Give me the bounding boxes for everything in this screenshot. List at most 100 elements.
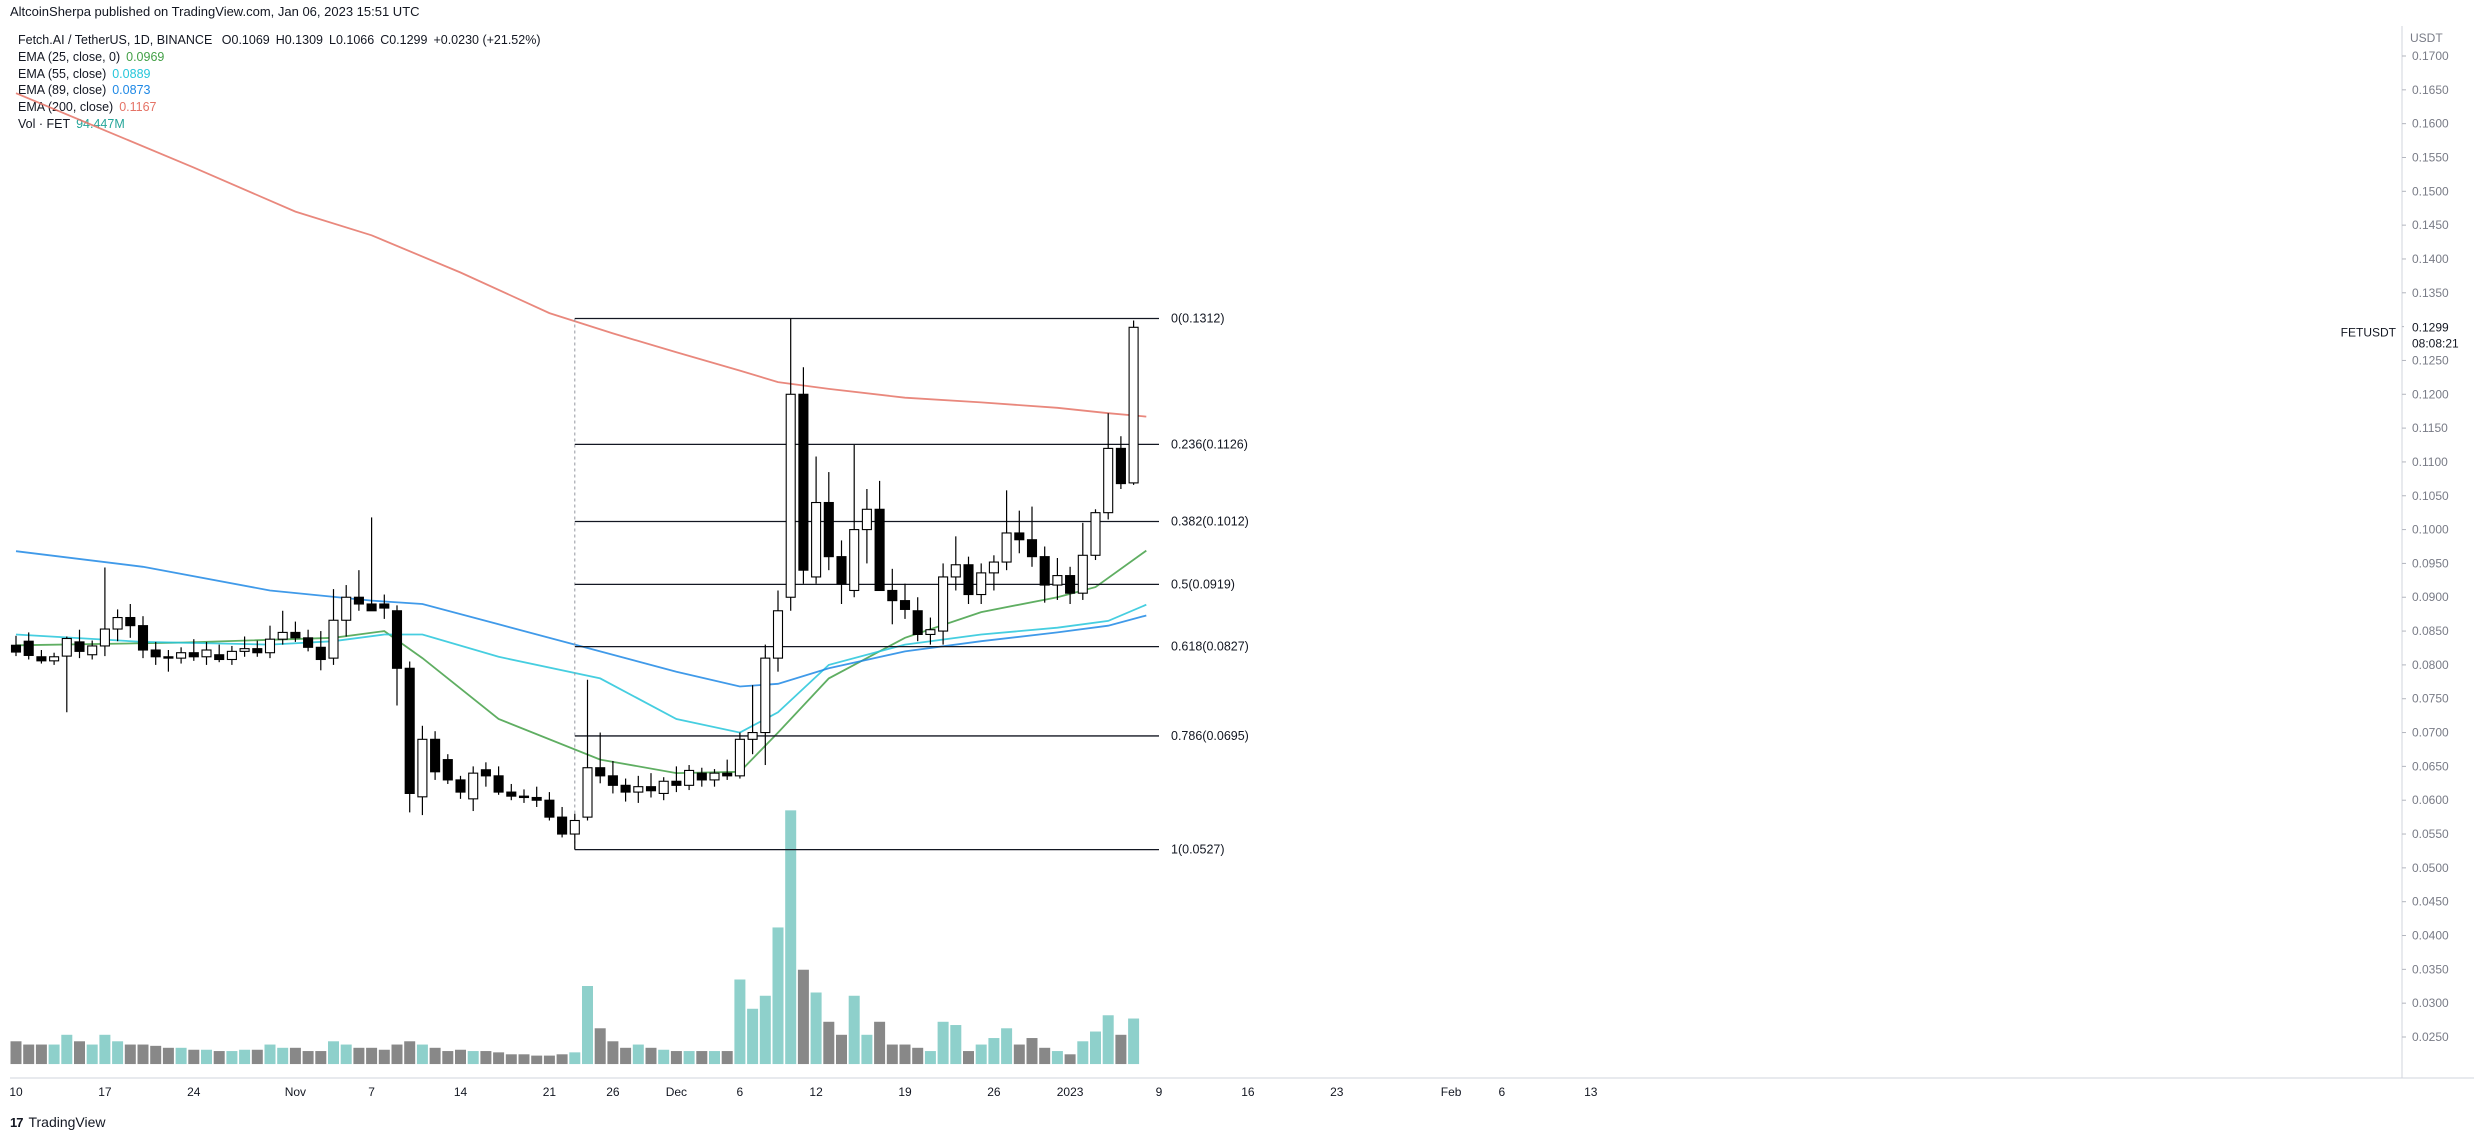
- candle[interactable]: [74, 641, 85, 652]
- candle[interactable]: [468, 772, 479, 800]
- candle[interactable]: [874, 508, 885, 592]
- candle[interactable]: [1128, 326, 1139, 484]
- candle[interactable]: [201, 649, 212, 658]
- candle[interactable]: [480, 769, 491, 777]
- candle[interactable]: [709, 772, 720, 781]
- candle[interactable]: [506, 791, 517, 797]
- candle[interactable]: [836, 556, 847, 585]
- candle[interactable]: [493, 775, 504, 793]
- candle[interactable]: [176, 652, 187, 659]
- candle[interactable]: [430, 738, 441, 773]
- candle[interactable]: [10, 644, 22, 653]
- candle[interactable]: [366, 603, 377, 612]
- candle[interactable]: [607, 775, 618, 786]
- price-tick-label: 0.1250: [2412, 353, 2449, 367]
- candle[interactable]: [1090, 512, 1101, 556]
- candle[interactable]: [912, 610, 923, 636]
- candle[interactable]: [772, 610, 784, 659]
- legend-indicator-4[interactable]: Vol · FET 94.447M: [18, 116, 546, 133]
- candle[interactable]: [518, 795, 530, 799]
- fib-level-label: 0.618(0.0827): [1171, 640, 1249, 654]
- candle[interactable]: [785, 393, 796, 598]
- candle[interactable]: [823, 501, 834, 558]
- candle[interactable]: [963, 564, 974, 596]
- candle[interactable]: [1026, 539, 1038, 558]
- candle[interactable]: [341, 596, 352, 621]
- candle[interactable]: [379, 603, 390, 609]
- candle[interactable]: [226, 650, 237, 661]
- candle[interactable]: [658, 780, 669, 794]
- candle[interactable]: [1077, 554, 1088, 594]
- candle[interactable]: [112, 616, 123, 630]
- legend-indicator-2[interactable]: EMA (89, close) 0.0873: [18, 82, 546, 99]
- candle[interactable]: [290, 631, 301, 639]
- legend-indicator-0[interactable]: EMA (25, close, 0) 0.0969: [18, 49, 546, 66]
- candle[interactable]: [23, 640, 34, 656]
- candle[interactable]: [811, 501, 822, 578]
- candle[interactable]: [417, 738, 428, 798]
- candle[interactable]: [671, 780, 682, 786]
- candle[interactable]: [696, 772, 707, 781]
- candle[interactable]: [861, 508, 872, 531]
- candle[interactable]: [595, 767, 606, 777]
- candle[interactable]: [544, 799, 555, 818]
- candle[interactable]: [353, 596, 364, 605]
- candle[interactable]: [988, 561, 999, 574]
- candle[interactable]: [557, 816, 568, 835]
- tradingview-logo[interactable]: 17 TradingView: [10, 1114, 106, 1130]
- candle[interactable]: [798, 393, 809, 571]
- candle[interactable]: [455, 779, 466, 793]
- candle[interactable]: [849, 529, 860, 592]
- candle[interactable]: [1001, 532, 1012, 563]
- candle[interactable]: [239, 648, 250, 652]
- candle[interactable]: [569, 819, 580, 835]
- candle[interactable]: [1052, 575, 1063, 586]
- candle[interactable]: [887, 589, 898, 602]
- candle[interactable]: [125, 616, 136, 627]
- candle[interactable]: [404, 667, 415, 794]
- candle[interactable]: [1103, 447, 1114, 514]
- candle[interactable]: [645, 786, 657, 792]
- legend-symbol-row[interactable]: Fetch.AI / TetherUS, 1D, BINANCE O0.1069…: [18, 32, 546, 49]
- candle[interactable]: [684, 769, 695, 786]
- candle[interactable]: [61, 637, 72, 657]
- candle[interactable]: [150, 649, 161, 658]
- legend-indicator-3[interactable]: EMA (200, close) 0.1167: [18, 99, 546, 116]
- candle[interactable]: [303, 637, 314, 648]
- candle[interactable]: [1039, 556, 1050, 586]
- candle[interactable]: [950, 564, 961, 578]
- candle[interactable]: [1115, 447, 1126, 485]
- candle[interactable]: [734, 738, 745, 777]
- candle[interactable]: [442, 759, 453, 781]
- candle[interactable]: [315, 646, 326, 661]
- candle[interactable]: [163, 656, 174, 659]
- candle[interactable]: [747, 732, 758, 740]
- candle[interactable]: [328, 619, 339, 659]
- candle[interactable]: [582, 767, 593, 818]
- candle[interactable]: [99, 628, 110, 647]
- candle[interactable]: [264, 638, 276, 654]
- candle[interactable]: [277, 631, 288, 640]
- candle[interactable]: [214, 654, 225, 661]
- legend-indicator-1[interactable]: EMA (55, close) 0.0889: [18, 66, 546, 83]
- candle[interactable]: [620, 784, 631, 793]
- candle[interactable]: [760, 657, 771, 734]
- candle[interactable]: [938, 576, 949, 632]
- candle[interactable]: [391, 610, 403, 669]
- candle[interactable]: [722, 772, 733, 777]
- candle[interactable]: [49, 656, 60, 662]
- candle[interactable]: [87, 645, 98, 656]
- candle[interactable]: [633, 786, 644, 793]
- candle[interactable]: [531, 796, 542, 801]
- fib-level-label: 0.382(0.1012): [1171, 514, 1249, 528]
- candle[interactable]: [137, 625, 149, 651]
- candle[interactable]: [1014, 532, 1025, 541]
- candle[interactable]: [899, 600, 911, 610]
- candle[interactable]: [188, 652, 199, 658]
- candle[interactable]: [252, 648, 263, 654]
- candle[interactable]: [36, 656, 47, 662]
- candle[interactable]: [976, 572, 987, 596]
- candle[interactable]: [1065, 575, 1076, 594]
- candle[interactable]: [925, 629, 936, 636]
